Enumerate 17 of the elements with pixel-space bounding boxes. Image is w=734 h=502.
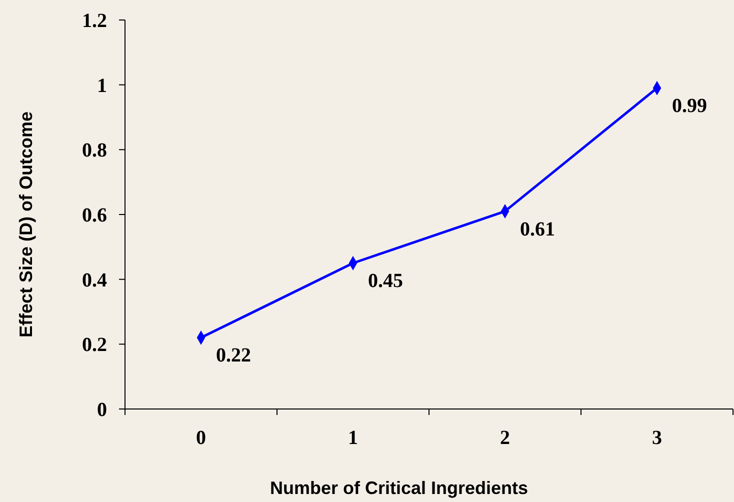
x-axis-title: Number of Critical Ingredients [270, 478, 528, 498]
data-label: 0.22 [216, 344, 251, 367]
y-tick-label: 0.4 [82, 269, 107, 292]
data-label: 0.45 [368, 270, 403, 292]
y-tick-label: 1 [97, 74, 107, 97]
data-label: 0.99 [672, 95, 707, 118]
y-tick-label: 0.2 [82, 334, 107, 356]
x-tick-label: 2 [500, 427, 510, 449]
x-tick-label: 0 [196, 427, 206, 449]
y-tick-label: 0 [97, 399, 107, 421]
y-axis-title: Effect Size (D) of Outcome [16, 111, 36, 338]
y-tick-label: 0.6 [82, 204, 107, 226]
x-tick-label: 3 [652, 427, 662, 449]
x-tick-label: 1 [348, 427, 358, 449]
y-tick-label: 0.8 [82, 140, 107, 162]
y-tick-label: 1.2 [82, 10, 107, 32]
data-label: 0.61 [520, 218, 555, 240]
